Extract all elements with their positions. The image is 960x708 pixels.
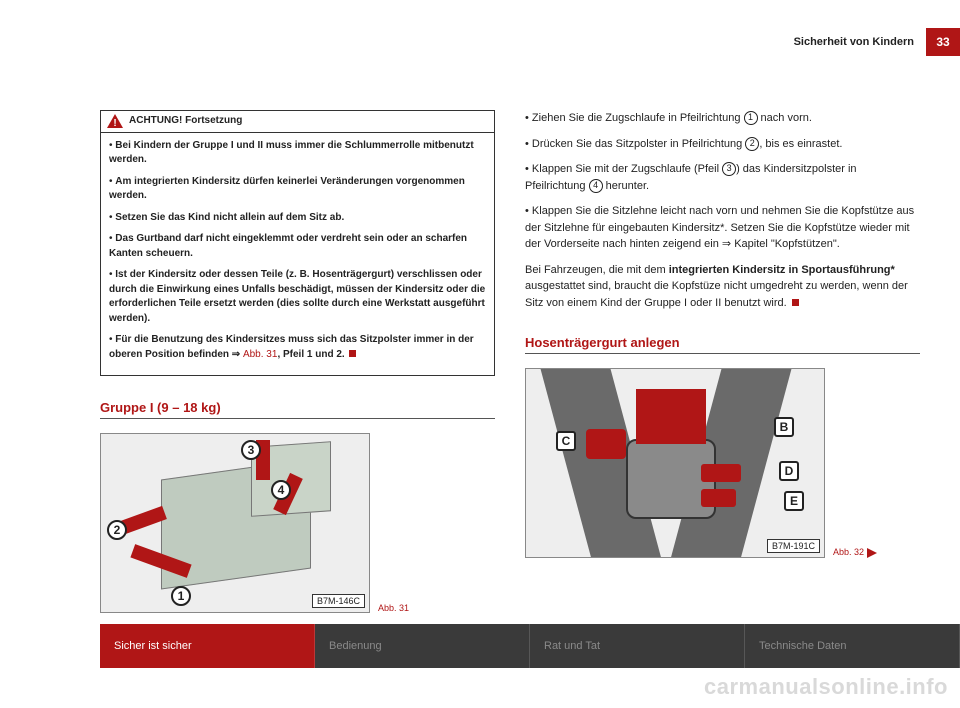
callout-d: D xyxy=(779,461,799,481)
section-heading-right: Hosenträgergurt anlegen xyxy=(525,335,920,354)
instruction-note: Bei Fahrzeugen, die mit dem integrierten… xyxy=(525,262,920,312)
warning-heading-text: ACHTUNG! Fortsetzung xyxy=(129,114,242,129)
footer-tabs: Sicher ist sicher Bedienung Rat und Tat … xyxy=(100,624,960,668)
footer-tab[interactable]: Technische Daten xyxy=(745,624,960,668)
warning-item: • Das Gurtband darf nicht eingeklemmt od… xyxy=(109,232,486,261)
page-header: Sicherheit von Kindern 33 xyxy=(794,28,960,56)
footer-tab-active[interactable]: Sicher ist sicher xyxy=(100,624,315,668)
callout-3: 3 xyxy=(241,440,261,460)
section-heading-left: Gruppe I (9 – 18 kg) xyxy=(100,400,495,419)
figure-code: B7M-191C xyxy=(767,539,820,553)
footer-tab[interactable]: Rat und Tat xyxy=(530,624,745,668)
end-marker-icon xyxy=(792,299,799,306)
callout-4: 4 xyxy=(271,480,291,500)
svg-text:!: ! xyxy=(113,118,116,128)
footer-tab[interactable]: Bedienung xyxy=(315,624,530,668)
warning-item: • Setzen Sie das Kind nicht allein auf d… xyxy=(109,211,486,226)
figure-31-caption: Abb. 31 xyxy=(378,603,409,613)
callout-b: B xyxy=(774,417,794,437)
content-area: ! ACHTUNG! Fortsetzung • Bei Kindern der… xyxy=(100,110,920,613)
warning-item-last: • Für die Benutzung des Kindersitzes mus… xyxy=(109,333,486,362)
instruction-step: • Drücken Sie das Sitzpolster in Pfeilri… xyxy=(525,136,920,153)
callout-1: 1 xyxy=(171,586,191,606)
figure-31: 1 2 3 4 B7M-146C xyxy=(100,433,370,613)
end-marker-icon xyxy=(349,350,356,357)
continue-icon xyxy=(867,548,877,558)
instruction-step: • Klappen Sie die Sitzlehne leicht nach … xyxy=(525,203,920,253)
warning-item: • Am integrierten Kindersitz dürfen kein… xyxy=(109,175,486,204)
warning-item: • Ist der Kindersitz oder dessen Teile (… xyxy=(109,268,486,326)
callout-e: E xyxy=(784,491,804,511)
right-column: • Ziehen Sie die Zugschlaufe in Pfeilric… xyxy=(525,110,920,613)
section-title: Sicherheit von Kindern xyxy=(794,36,914,48)
callout-2: 2 xyxy=(107,520,127,540)
instruction-step: • Ziehen Sie die Zugschlaufe in Pfeilric… xyxy=(525,110,920,127)
warning-heading: ! ACHTUNG! Fortsetzung xyxy=(101,111,494,133)
warning-body: • Bei Kindern der Gruppe I und II muss i… xyxy=(101,133,494,376)
warning-icon: ! xyxy=(107,114,123,128)
warning-item: • Bei Kindern der Gruppe I und II muss i… xyxy=(109,139,486,168)
watermark: carmanualsonline.info xyxy=(704,674,948,700)
callout-c: C xyxy=(556,431,576,451)
page-number: 33 xyxy=(926,28,960,56)
warning-box: ! ACHTUNG! Fortsetzung • Bei Kindern der… xyxy=(100,110,495,376)
figure-32: B C D E B7M-191C xyxy=(525,368,825,558)
left-column: ! ACHTUNG! Fortsetzung • Bei Kindern der… xyxy=(100,110,495,613)
figure-code: B7M-146C xyxy=(312,594,365,608)
instruction-step: • Klappen Sie mit der Zugschlaufe (Pfeil… xyxy=(525,161,920,194)
figure-32-caption: Abb. 32 xyxy=(833,547,877,558)
